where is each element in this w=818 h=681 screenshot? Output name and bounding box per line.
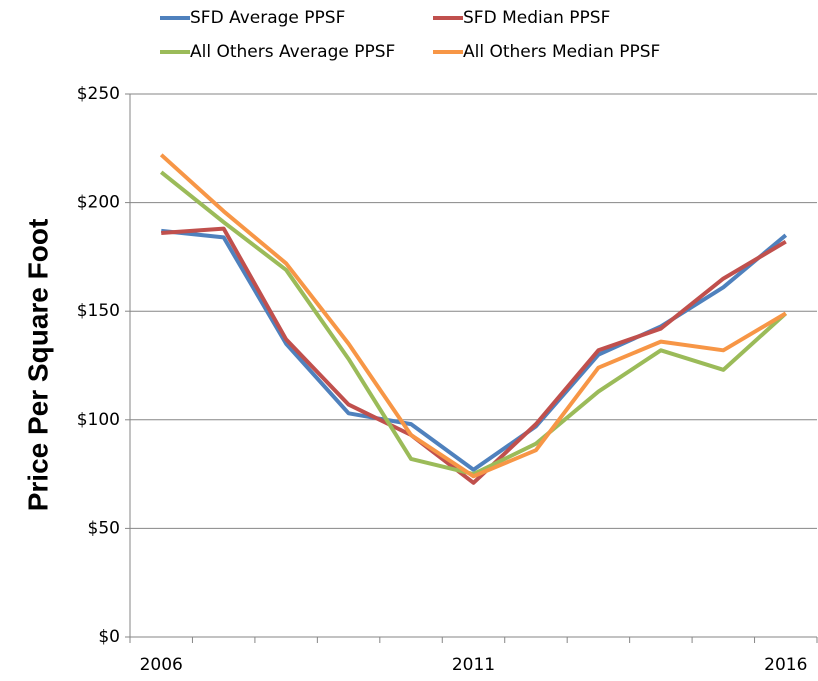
series-line — [159, 153, 787, 479]
x-tick-label: 2006 — [140, 655, 183, 675]
legend-label: All Others Median PPSF — [463, 42, 660, 62]
series-line — [161, 228, 788, 472]
x-tick-label: 2011 — [452, 655, 495, 675]
y-tick-label: $150 — [77, 301, 120, 321]
legend-label: SFD Median PPSF — [463, 8, 610, 28]
y-tick-label: $50 — [88, 518, 120, 538]
y-tick-label: $100 — [77, 410, 120, 430]
x-tick-label: 2016 — [764, 655, 807, 675]
legend-label: All Others Average PPSF — [190, 42, 395, 62]
series-line — [161, 226, 787, 485]
y-tick-label: $200 — [77, 193, 120, 213]
y-tick-label: $250 — [77, 84, 120, 104]
y-tick-label: $0 — [98, 627, 120, 647]
y-axis-title: Price Per Square Foot — [22, 219, 53, 512]
series-line — [159, 170, 788, 477]
legend-label: SFD Average PPSF — [190, 8, 345, 28]
